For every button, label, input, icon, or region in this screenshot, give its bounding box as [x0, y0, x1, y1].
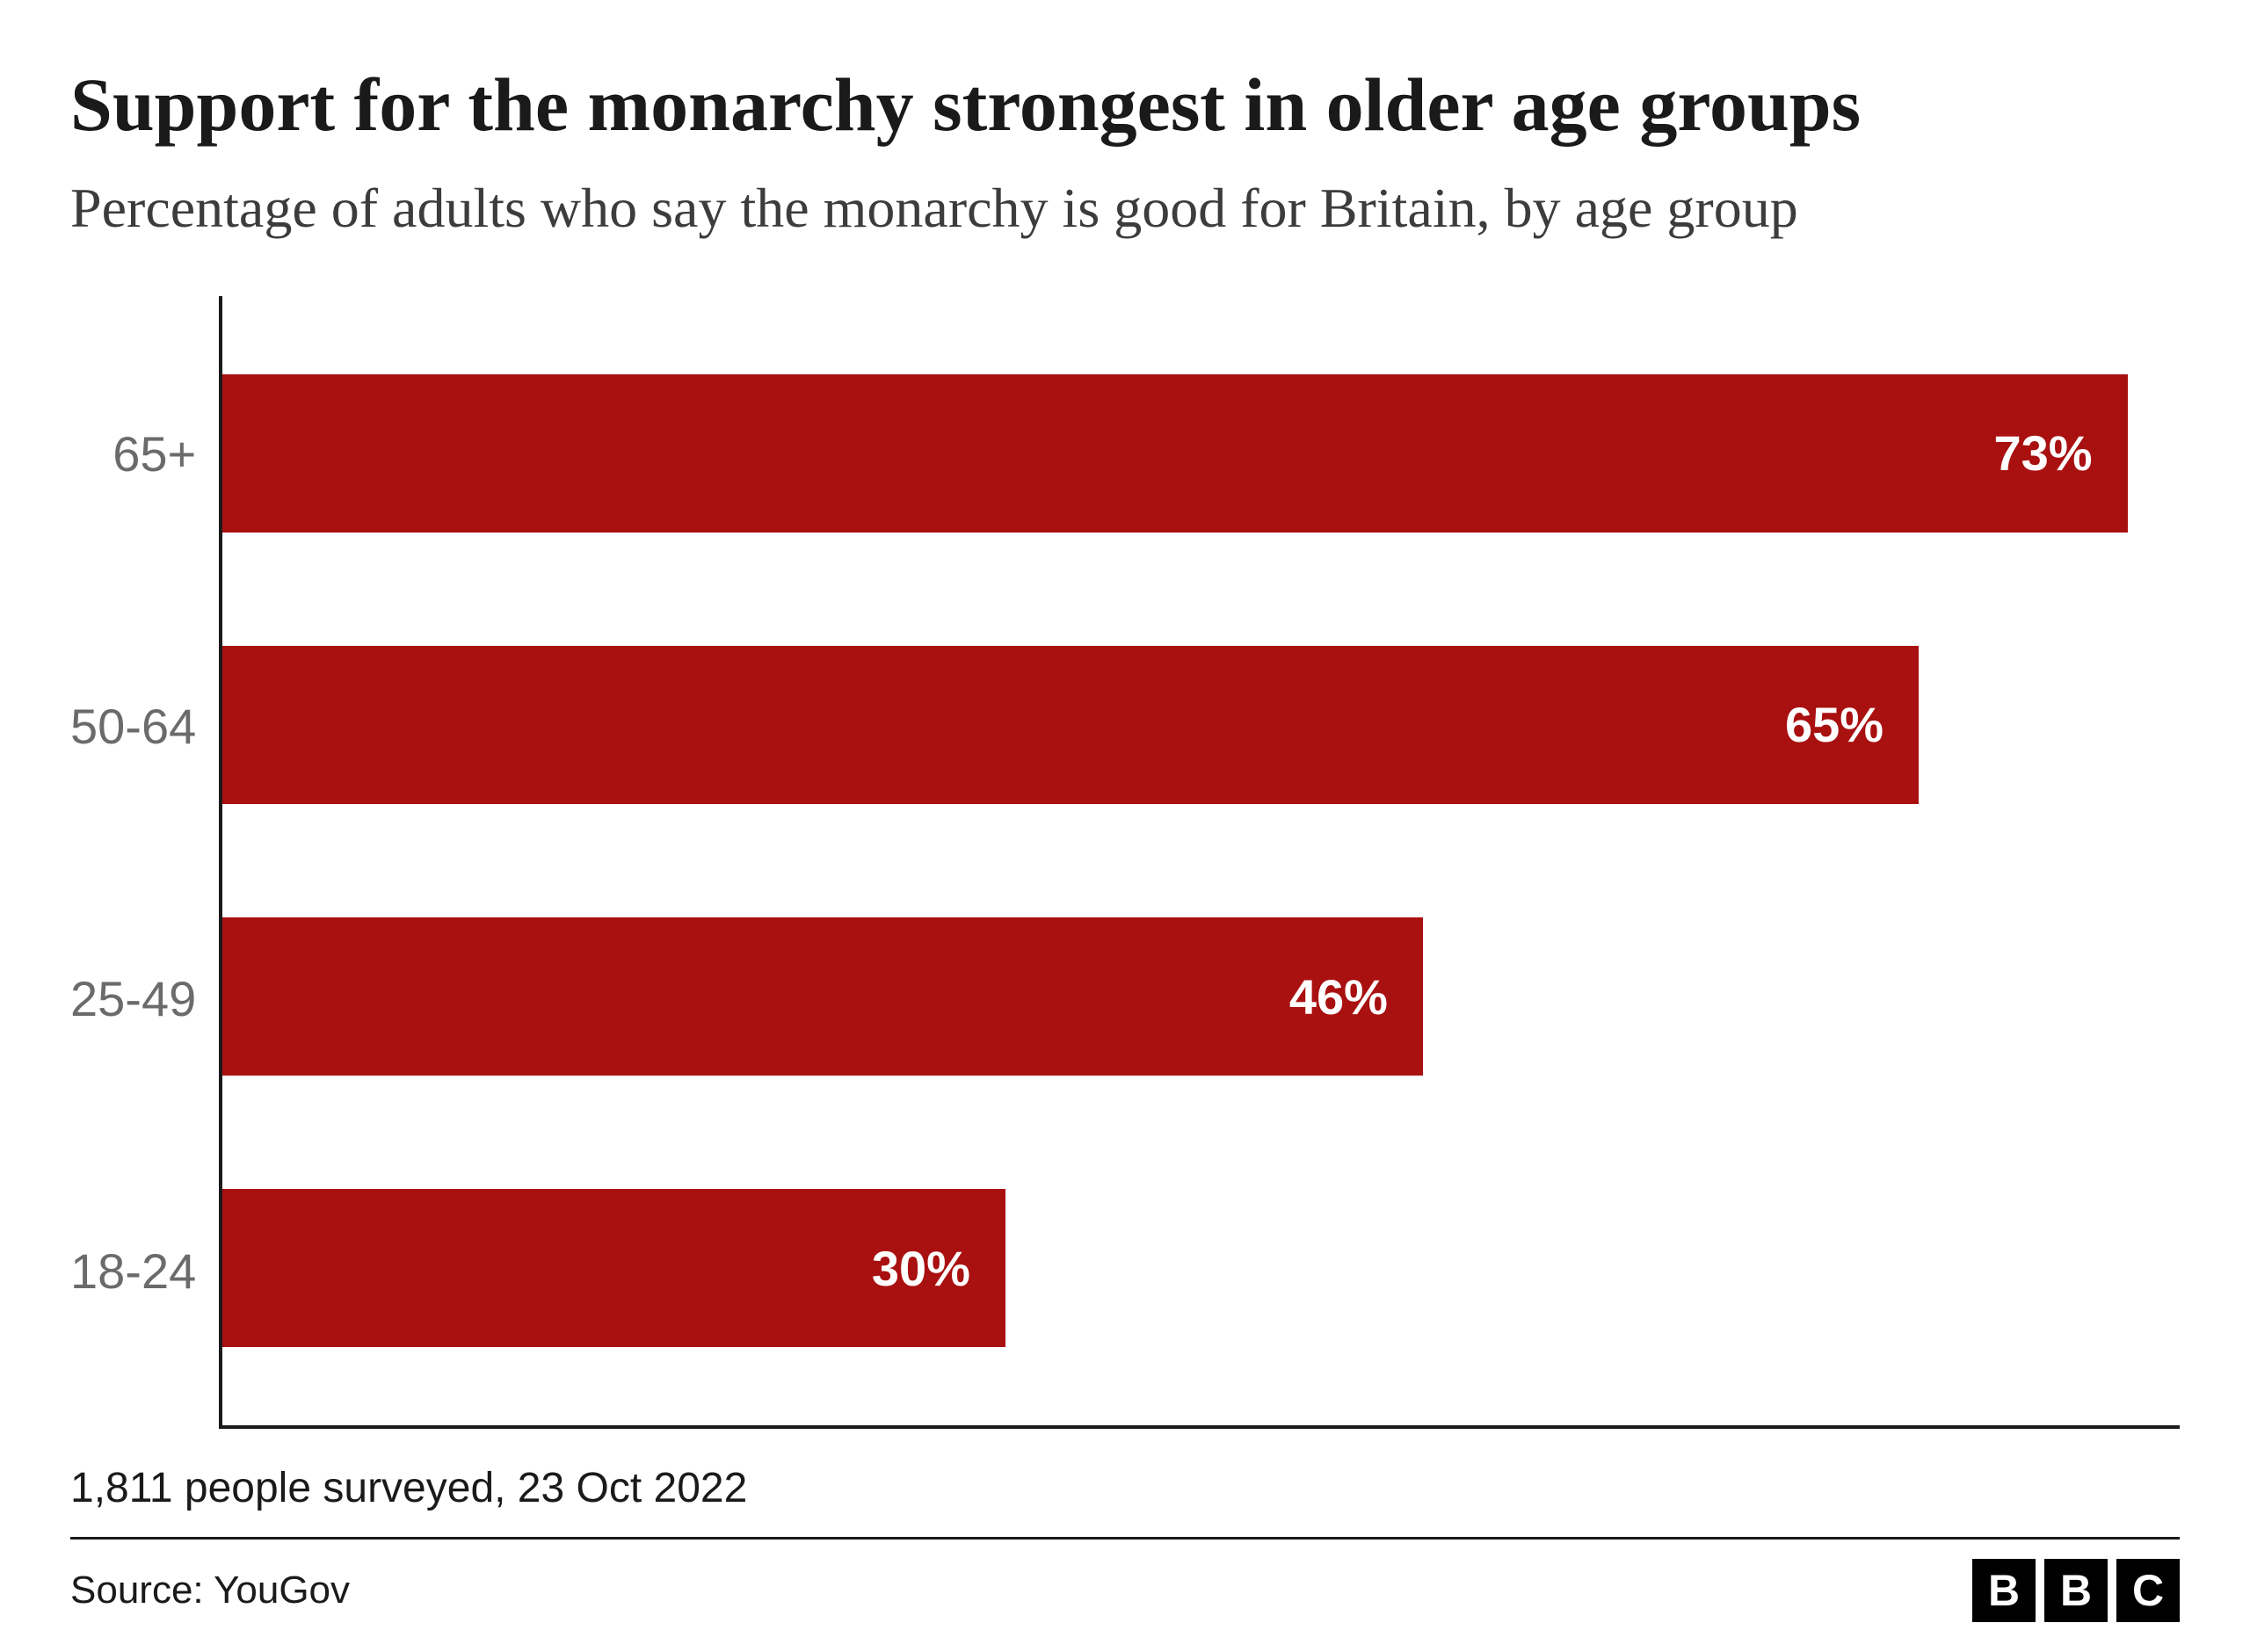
bar: 73% — [222, 374, 2127, 533]
y-axis-labels: 65+ 50-64 25-49 18-24 — [70, 296, 219, 1429]
chart-subtitle: Percentage of adults who say the monarch… — [70, 173, 2180, 243]
bars-area: 73% 65% 46% 30% — [219, 296, 2180, 1429]
bar-value-label: 65% — [1785, 696, 1883, 753]
logo-letter: B — [2044, 1559, 2108, 1622]
chart-container: Support for the monarchy strongest in ol… — [0, 0, 2250, 1652]
bar-value-label: 46% — [1289, 968, 1388, 1025]
bar: 65% — [222, 646, 1919, 804]
y-label: 18-24 — [70, 1243, 196, 1300]
bar-value-label: 30% — [872, 1240, 970, 1297]
bbc-logo: B B C — [1972, 1559, 2180, 1622]
chart-source: Source: YouGov — [70, 1569, 350, 1612]
bar: 30% — [222, 1189, 1005, 1347]
y-label: 25-49 — [70, 970, 196, 1027]
plot-area: 65+ 50-64 25-49 18-24 73% 65% 46% 30% — [70, 296, 2180, 1429]
logo-letter: C — [2116, 1559, 2180, 1622]
chart-footnote: 1,811 people surveyed, 23 Oct 2022 — [70, 1464, 2180, 1512]
y-label: 50-64 — [70, 698, 196, 755]
logo-letter: B — [1972, 1559, 2036, 1622]
chart-title: Support for the monarchy strongest in ol… — [70, 62, 2180, 149]
y-label: 65+ — [70, 425, 196, 482]
bar: 46% — [222, 917, 1423, 1076]
bar-value-label: 73% — [1994, 424, 2093, 482]
chart-footer: Source: YouGov B B C — [70, 1537, 2180, 1652]
